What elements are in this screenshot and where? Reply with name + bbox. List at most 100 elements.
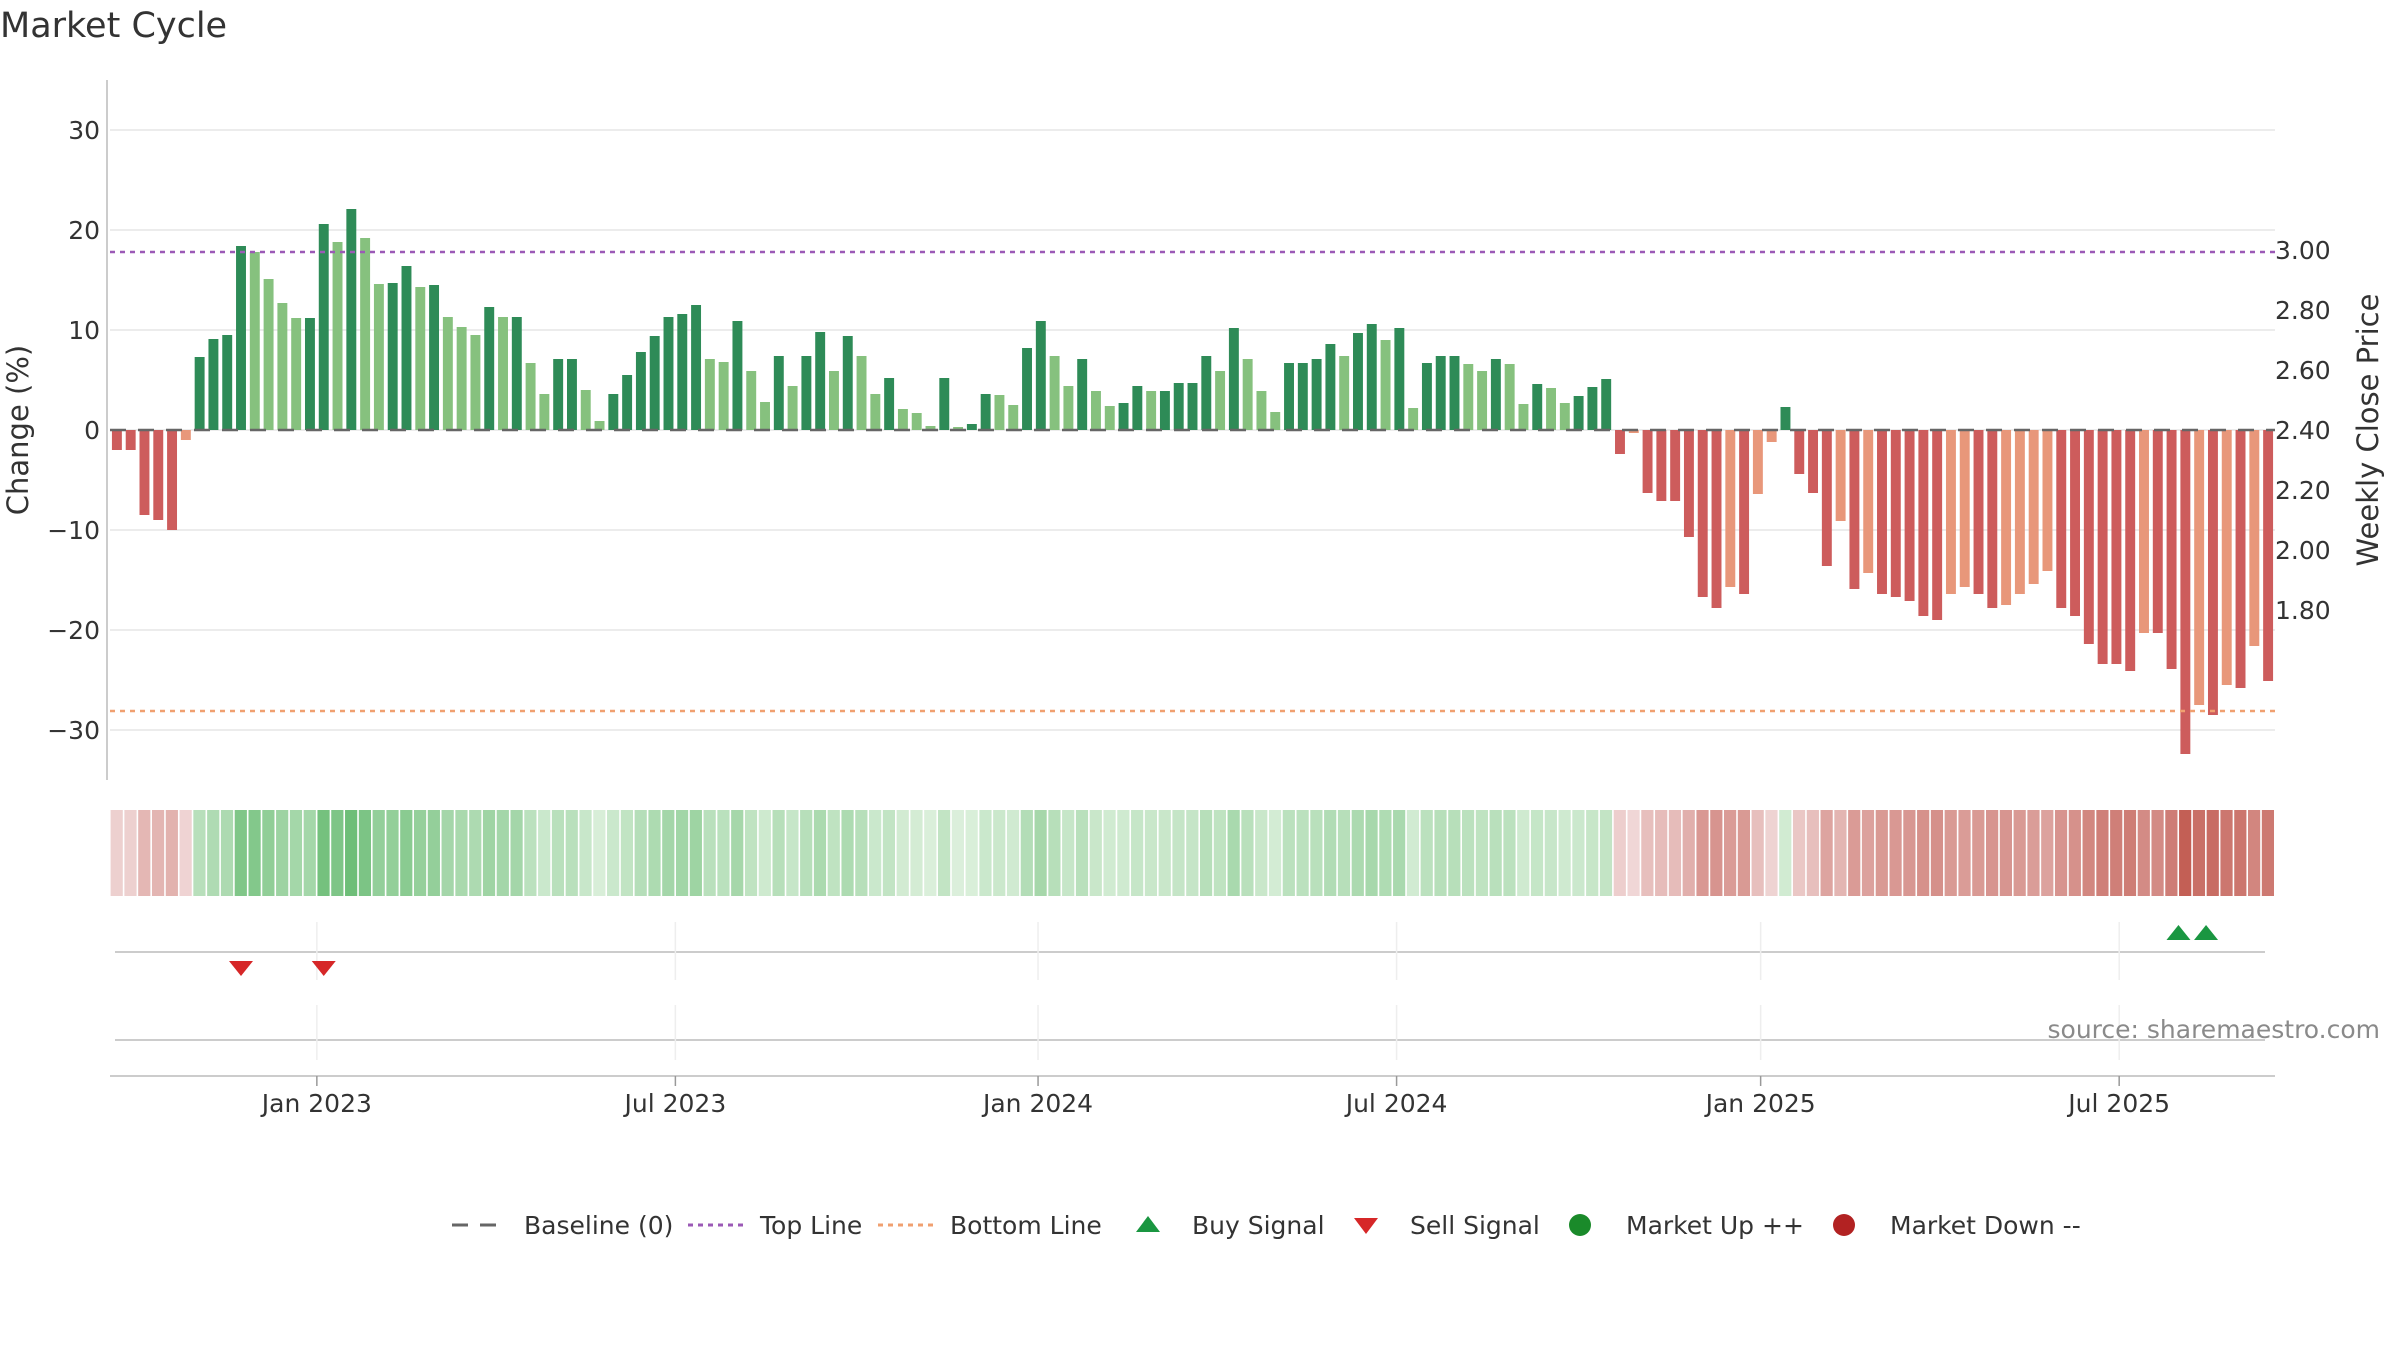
change-bar <box>1959 430 1970 587</box>
change-bar <box>1615 430 1625 454</box>
heat-cell <box>1103 810 1116 896</box>
change-bar <box>2235 430 2246 688</box>
heat-cell <box>1172 810 1185 896</box>
y-left-tick-label: −10 <box>47 516 100 545</box>
change-bar <box>1573 396 1584 430</box>
change-bar <box>2207 430 2218 715</box>
change-bar <box>180 430 191 440</box>
change-bar <box>553 359 564 430</box>
change-bar <box>511 317 522 430</box>
heat-cell <box>524 810 537 896</box>
heat-cell <box>1586 810 1599 896</box>
change-bar <box>608 394 619 430</box>
change-bar <box>1449 356 1460 430</box>
y-right-tick-label: 2.20 <box>2275 476 2331 505</box>
heat-cell <box>965 810 978 896</box>
legend-market-down-swatch <box>1833 1214 1855 1236</box>
heat-cell <box>1641 810 1654 896</box>
change-bar <box>111 430 122 450</box>
heat-cell <box>1282 810 1295 896</box>
change-bar <box>1159 391 1170 430</box>
heat-cell <box>1875 810 1888 896</box>
x-tick-label: Jan 2025 <box>1704 1089 1816 1118</box>
change-bar <box>1173 383 1184 430</box>
x-axis: Jan 2023 Jul 2023 Jan 2024 Jul 2024 Jan 2025… <box>110 1075 2275 1118</box>
change-bar <box>760 402 770 430</box>
y-right-tick-label: 2.40 <box>2275 416 2331 445</box>
change-bars <box>111 209 2274 754</box>
change-bar <box>1284 363 1294 430</box>
change-bar <box>1118 403 1129 430</box>
change-bar <box>1187 383 1198 430</box>
heat-cell <box>1255 810 1268 896</box>
change-bar <box>194 357 205 430</box>
change-bar <box>1228 328 1239 430</box>
change-bar <box>1325 344 1336 430</box>
heat-cell <box>2179 810 2192 896</box>
heat-cell <box>869 810 882 896</box>
change-bar <box>1146 391 1157 430</box>
change-bar <box>1297 363 1308 430</box>
y-left-tick-label: 20 <box>68 216 100 245</box>
y-left-axis-title: Change (%) <box>1 345 35 515</box>
heat-cell <box>2110 810 2123 896</box>
buy-signal-marker <box>2166 925 2191 940</box>
change-bar <box>2014 430 2025 594</box>
change-bar <box>1752 430 1763 494</box>
heat-cell <box>717 810 730 896</box>
change-bar <box>732 321 743 430</box>
heat-cell <box>1986 810 1999 896</box>
change-bar <box>1366 324 1377 430</box>
heat-cell <box>1089 810 1102 896</box>
change-bar <box>1821 430 1832 566</box>
heat-cell <box>455 810 468 896</box>
change-bar <box>1091 391 1101 430</box>
heat-cell <box>1379 810 1392 896</box>
heat-cell <box>786 810 799 896</box>
heat-cell <box>800 810 813 896</box>
change-bar <box>167 430 178 530</box>
change-bar <box>415 287 426 430</box>
change-bar <box>939 378 950 430</box>
change-bar <box>1835 430 1846 521</box>
change-bar <box>2042 430 2053 571</box>
heat-cell <box>1765 810 1778 896</box>
heat-cell <box>744 810 758 896</box>
change-bar <box>208 339 219 430</box>
heat-cell <box>2027 810 2040 896</box>
change-bar <box>2166 430 2177 669</box>
legend-label: Top Line <box>759 1211 862 1240</box>
change-bar <box>2001 430 2012 605</box>
change-bar <box>815 332 826 430</box>
heat-cell <box>179 810 192 896</box>
change-bar <box>1201 356 1212 430</box>
heat-cell <box>303 810 316 896</box>
change-bar <box>1877 430 1887 594</box>
heat-cell <box>2068 810 2081 896</box>
change-bar <box>2194 430 2205 705</box>
heat-cell <box>1462 810 1475 896</box>
heat-cell <box>772 810 785 896</box>
heat-cell <box>1544 810 1557 896</box>
legend-label: Market Down -- <box>1890 1211 2081 1240</box>
change-bar <box>1587 387 1598 430</box>
heat-cell <box>813 810 827 896</box>
change-bar <box>1973 430 1984 594</box>
heat-cell <box>1999 810 2012 896</box>
change-bar <box>139 430 150 515</box>
change-bar <box>1601 379 1612 430</box>
change-bar <box>580 390 591 430</box>
change-bar <box>539 394 550 430</box>
change-bar <box>1642 430 1653 493</box>
heat-cell <box>1779 810 1792 896</box>
heat-cell <box>855 810 868 896</box>
change-bar <box>1656 430 1667 501</box>
change-bar <box>1242 359 1253 430</box>
heat-cell <box>207 810 220 896</box>
change-bar <box>2125 430 2136 671</box>
y-left-tick-label: 30 <box>68 116 100 145</box>
heat-cell <box>2096 810 2109 896</box>
heat-cell <box>1572 810 1585 896</box>
heat-cell <box>896 810 909 896</box>
legend-label: Baseline (0) <box>524 1211 673 1240</box>
